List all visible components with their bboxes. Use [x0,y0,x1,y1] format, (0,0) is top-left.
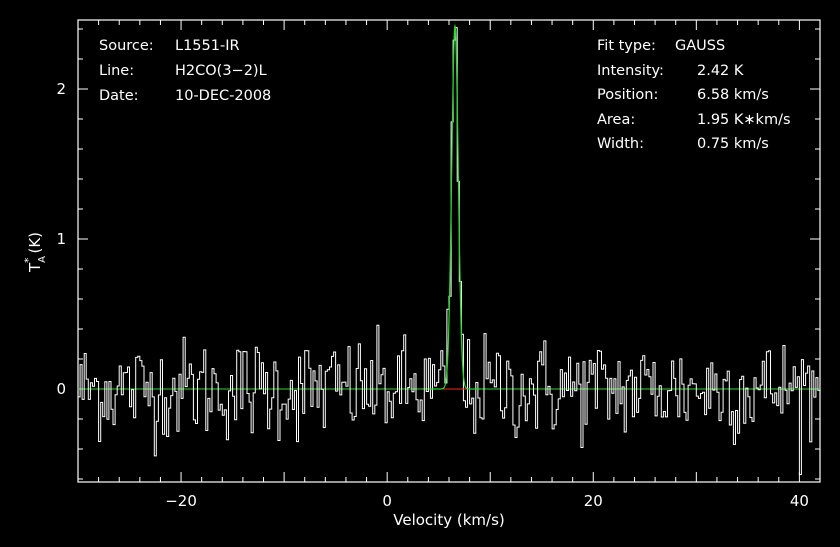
y-axis-label: TA* (K) [22,232,48,273]
x-tick-label: 40 [790,492,809,510]
gaussian-fit-line [429,23,481,390]
position-value: 6.58 km/s [697,87,769,103]
fit-type-value: GAUSS [675,38,725,54]
y-tick-label: 0 [56,380,66,398]
intensity-value: 2.42 K [697,63,744,79]
x-tick-label: 0 [382,492,392,510]
line-label: Line: [99,63,134,79]
x-tick-label: 20 [584,492,603,510]
source-value: L1551-IR [175,38,240,54]
y-axis-label-sup: * [22,257,35,263]
area-label: Area: [597,112,635,128]
date-value: 10-DEC-2008 [175,88,271,104]
y-tick-label: 2 [56,80,66,98]
width-label: Width: [597,136,644,152]
source-label: Source: [99,38,154,54]
date-label: Date: [99,88,139,104]
x-tick-label: −20 [165,492,197,510]
x-axis-label: Velocity (km/s) [393,511,504,529]
y-axis-label-unit: (K) [26,232,44,254]
svg-text:TA*(K): TA* (K) [22,232,48,273]
area-value: 1.95 K∗km/s [697,112,791,128]
intensity-label: Intensity: [597,63,664,79]
position-label: Position: [597,87,658,103]
fit-type-label: Fit type: [597,38,656,54]
y-tick-label: 1 [56,230,66,248]
y-axis-label-main: T [26,262,44,273]
line-value: H2CO(3−2)L [175,63,267,79]
width-value: 0.75 km/s [697,136,769,152]
y-axis-label-sub: A [37,256,48,263]
